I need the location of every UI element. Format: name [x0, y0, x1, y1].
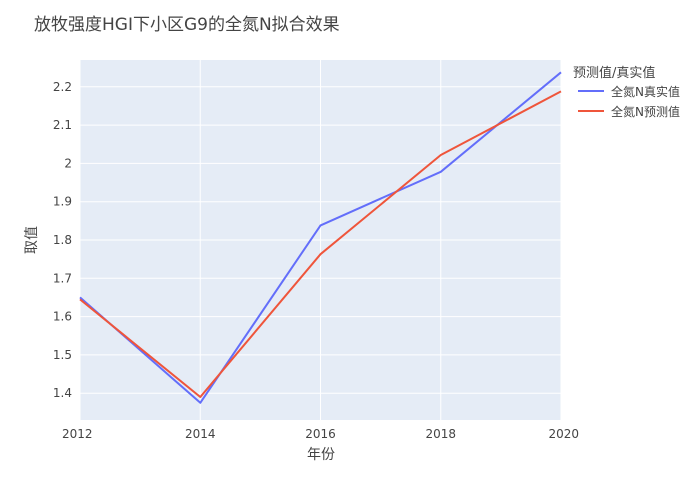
- y-tick-label: 1.8: [53, 233, 72, 247]
- y-axis-ticks: 1.4 1.5 1.6 1.7 1.8 1.9 2 2.1 2.2: [53, 80, 72, 400]
- x-tick-label: 2018: [425, 427, 456, 441]
- legend-label-1: 全氮N真实值: [611, 84, 680, 99]
- y-tick-label: 1.4: [53, 386, 72, 400]
- series-line-1: [79, 71, 562, 404]
- x-tick-label: 2012: [62, 427, 93, 441]
- legend-label-2: 全氮N预测值: [611, 104, 680, 119]
- x-tick-label: 2014: [185, 427, 216, 441]
- y-tick-label: 1.6: [53, 310, 72, 324]
- x-tick-label: 2020: [548, 427, 579, 441]
- legend-title: 预测值/真实值: [573, 65, 655, 81]
- series-layer: [79, 71, 562, 404]
- x-axis-ticks: 2012 2014 2016 2018 2020: [62, 427, 579, 441]
- y-tick-label: 1.9: [53, 195, 72, 209]
- x-tick-label: 2016: [305, 427, 336, 441]
- y-tick-label: 2.1: [53, 118, 72, 132]
- y-tick-label: 2.2: [53, 80, 72, 94]
- grid: [79, 60, 562, 420]
- chart-title: 放牧强度HGI下小区G9的全氮N拟合效果: [34, 15, 340, 35]
- y-tick-label: 1.5: [53, 348, 72, 362]
- series-line-2: [79, 90, 562, 398]
- x-axis-title: 年份: [307, 447, 335, 463]
- y-axis-title: 取值: [24, 226, 40, 254]
- y-tick-label: 1.7: [53, 271, 72, 285]
- y-tick-label: 2: [64, 156, 72, 170]
